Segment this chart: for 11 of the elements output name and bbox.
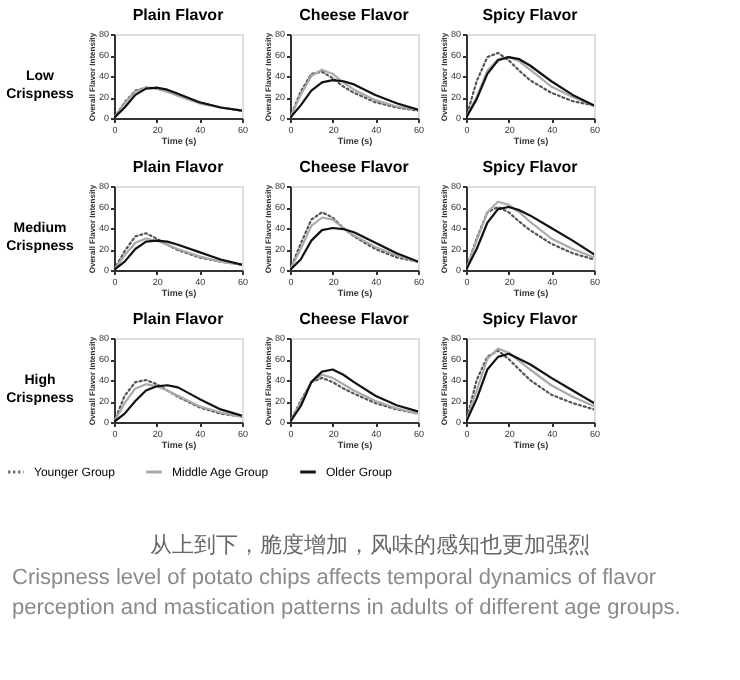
chart-title: Cheese Flavor [299,158,409,176]
chart-title: Plain Flavor [132,6,224,24]
chart-title: Cheese Flavor [299,6,409,24]
text: Crispness level of potato chips affects temporal dynamics of flavor perception and mastication patterns in adults of different age groups. [12,564,683,624]
chart-title: Cheese Flavor [299,310,409,328]
chart-title: Spicy Flavor [482,6,578,24]
chart-title: Spicy Flavor [482,310,578,328]
text: 从上到下，脆度增加，风味的感知也更加强烈 [148,530,592,560]
chart-title: Plain Flavor [132,158,224,176]
chart-title: Spicy Flavor [482,158,578,176]
chart-title: Plain Flavor [132,310,224,328]
